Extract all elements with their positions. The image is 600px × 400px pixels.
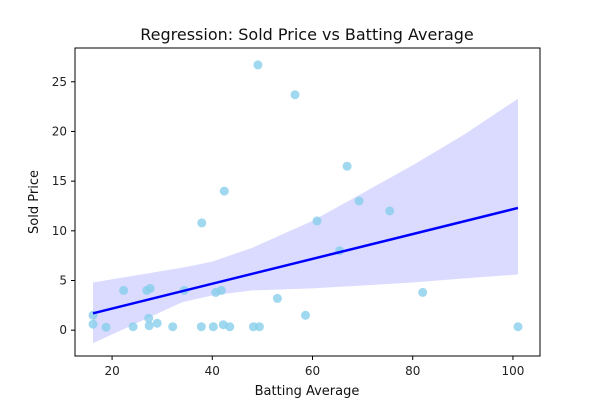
data-point <box>128 322 138 332</box>
x-tick-label: 60 <box>305 364 320 378</box>
regression-line <box>92 206 519 315</box>
data-point <box>253 60 263 70</box>
data-point <box>354 196 364 206</box>
plot-frame <box>74 47 541 357</box>
confidence-band <box>93 98 518 344</box>
y-tick-label: 15 <box>52 174 67 188</box>
x-tick-label: 80 <box>405 364 420 378</box>
x-tick-label: 100 <box>501 364 524 378</box>
data-point <box>254 322 264 332</box>
y-tick-label: 0 <box>59 323 67 337</box>
data-point <box>196 322 206 332</box>
data-point <box>342 161 352 171</box>
data-point <box>219 186 229 196</box>
plot-area <box>88 60 523 344</box>
y-tick-label: 20 <box>52 124 67 138</box>
data-point <box>144 321 154 331</box>
scatter-points <box>88 60 523 332</box>
data-point <box>144 313 154 323</box>
data-point <box>312 216 322 226</box>
data-point <box>290 90 300 100</box>
y-axis-ticks: 0 5 10 15 20 25 <box>52 75 75 337</box>
data-point <box>101 322 111 332</box>
y-tick-label: 10 <box>52 224 67 238</box>
data-point <box>418 287 428 297</box>
data-point <box>385 206 395 216</box>
data-point <box>513 322 523 332</box>
y-tick-label: 5 <box>59 273 67 287</box>
y-tick-label: 25 <box>52 75 67 89</box>
y-axis-label: Sold Price <box>27 170 42 234</box>
data-point <box>208 322 218 332</box>
x-tick-label: 40 <box>205 364 220 378</box>
x-axis-label: Batting Average <box>255 384 360 399</box>
chart-title: Regression: Sold Price vs Batting Averag… <box>140 25 474 44</box>
data-point <box>216 285 226 295</box>
x-axis-ticks: 20 40 60 80 100 <box>104 356 524 378</box>
data-point <box>225 322 235 332</box>
data-point <box>301 310 310 320</box>
data-point <box>168 322 178 332</box>
x-tick-label: 20 <box>104 364 119 378</box>
data-point <box>197 218 207 228</box>
data-point <box>152 318 162 328</box>
data-point <box>145 283 155 293</box>
data-point <box>272 293 282 303</box>
data-point <box>88 319 98 329</box>
data-point <box>119 285 129 295</box>
